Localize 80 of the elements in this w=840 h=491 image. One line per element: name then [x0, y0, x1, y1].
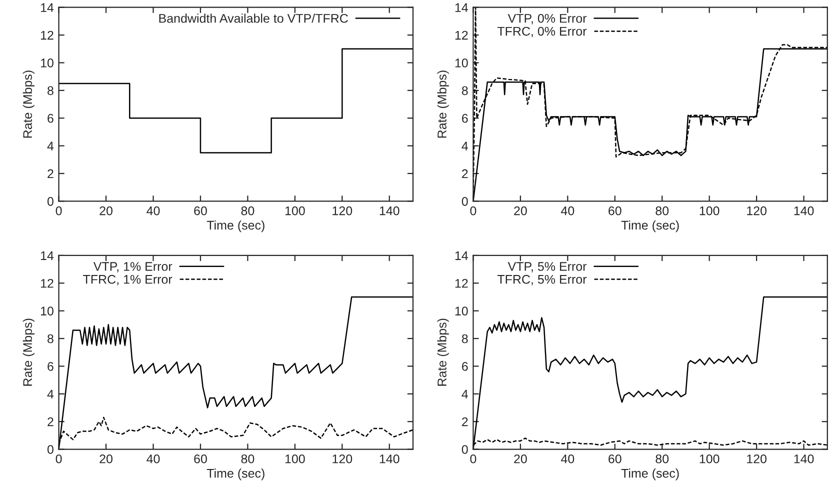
y-tick-label: 14: [455, 251, 468, 260]
y-tick-label: 14: [455, 3, 468, 12]
x-tick-label: 140: [380, 454, 400, 464]
y-tick-label: 0: [462, 196, 468, 206]
x-tick-label: 60: [608, 454, 622, 464]
x-tick-label: 80: [656, 454, 669, 464]
x-tick-label: 60: [194, 454, 207, 464]
y-axis-title: Rate (Mbps): [22, 318, 34, 386]
x-tick-label: 20: [100, 454, 112, 464]
x-tick-label: 80: [656, 206, 669, 216]
x-tick-label: 140: [794, 454, 814, 464]
x-tick-label: 140: [380, 206, 400, 216]
y-tick-label: 10: [455, 306, 468, 316]
y-tick-label: 14: [40, 251, 54, 260]
legend-label: TFRC, 5% Error: [497, 274, 587, 286]
y-tick-label: 10: [40, 306, 54, 316]
x-tick-label: 120: [747, 454, 766, 464]
x-tick-label: 40: [146, 206, 160, 216]
y-tick-label: 0: [47, 445, 54, 454]
y-axis-title: Rate (Mbps): [22, 70, 34, 138]
y-tick-label: 6: [462, 362, 468, 371]
x-tick-label: 0: [56, 206, 62, 216]
y-tick-label: 2: [48, 417, 54, 426]
y-tick-label: 10: [40, 58, 54, 68]
x-tick-label: 40: [146, 454, 160, 464]
y-tick-label: 8: [48, 86, 54, 96]
y-tick-label: 0: [462, 445, 468, 454]
y-tick-label: 0: [47, 196, 54, 206]
x-tick-label: 100: [700, 454, 720, 464]
x-tick-label: 80: [241, 454, 254, 464]
legend-label: VTP, 5% Error: [508, 262, 587, 272]
y-tick-label: 12: [40, 278, 54, 288]
x-tick-label: 20: [514, 454, 527, 464]
x-axis-title: Time (sec): [621, 468, 679, 480]
x-axis-title: Time (sec): [206, 468, 264, 480]
x-tick-label: 120: [747, 206, 766, 216]
y-tick-label: 4: [47, 390, 54, 398]
y-tick-label: 4: [462, 390, 468, 398]
legend-label: TFRC, 1% Error: [83, 274, 172, 286]
x-tick-label: 120: [332, 206, 352, 216]
y-tick-label: 4: [47, 142, 54, 150]
x-tick-label: 120: [332, 454, 352, 464]
legend-label: TFRC, 0% Error: [497, 26, 587, 38]
x-tick-label: 60: [194, 206, 207, 216]
x-tick-label: 20: [100, 206, 112, 216]
y-tick-label: 14: [40, 3, 54, 12]
x-tick-label: 40: [560, 206, 574, 216]
x-axis-title: Time (sec): [206, 220, 264, 232]
x-tick-label: 0: [470, 206, 476, 216]
x-axis-title: Time (sec): [621, 220, 679, 232]
x-tick-label: 0: [56, 454, 62, 464]
x-tick-label: 140: [794, 206, 814, 216]
x-tick-label: 40: [560, 454, 574, 464]
y-tick-label: 6: [462, 114, 468, 123]
x-tick-label: 100: [285, 206, 305, 216]
y-axis-title: Rate (Mbps): [437, 70, 449, 138]
y-tick-label: 8: [48, 334, 54, 344]
legend-label: VTP, 1% Error: [93, 262, 172, 272]
y-tick-label: 12: [40, 30, 54, 40]
y-tick-label: 6: [48, 114, 54, 123]
y-tick-label: 2: [462, 417, 468, 426]
y-tick-label: 8: [462, 86, 468, 96]
y-tick-label: 8: [462, 334, 468, 344]
x-tick-label: 80: [241, 206, 254, 216]
x-tick-label: 100: [700, 206, 720, 216]
y-tick-label: 4: [462, 142, 468, 150]
legend-label: VTP, 0% Error: [508, 14, 587, 24]
y-tick-label: 2: [48, 169, 54, 178]
y-tick-label: 2: [462, 169, 468, 178]
y-tick-label: 6: [48, 362, 54, 371]
text: Bandwidth Available to VTP/TFRC: [159, 14, 348, 23]
x-tick-label: 60: [608, 206, 622, 216]
x-tick-label: 0: [470, 454, 476, 464]
y-tick-label: 10: [455, 58, 468, 68]
y-tick-label: 12: [455, 30, 468, 40]
x-tick-label: 20: [514, 206, 527, 216]
line-series: [58, 48, 413, 154]
y-tick-label: 12: [455, 278, 468, 288]
x-tick-label: 100: [285, 454, 305, 464]
y-axis-title: Rate (Mbps): [437, 318, 449, 386]
